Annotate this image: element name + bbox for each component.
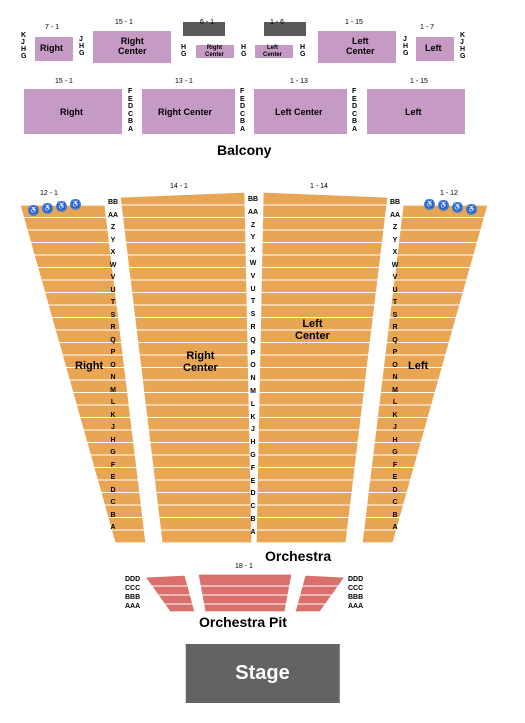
balcony-upper-left-label: Left [425, 44, 442, 54]
balcony-box-rows-r: HG [300, 44, 305, 58]
balcony-upper-right-range: 7 - 1 [45, 24, 59, 31]
balcony-lower-right-label: Right [60, 108, 83, 118]
orch-left-label: Left [408, 360, 428, 372]
balcony-box-lc-label: Left Center [263, 45, 282, 58]
balcony-box-rc-label: Right Center [205, 45, 224, 58]
accessible-icon [424, 199, 435, 210]
balcony-box-lc-range: 1 - 6 [270, 19, 284, 26]
balcony-lower-rows-1: FEDCBA [128, 88, 133, 133]
balcony-lower-lc-range: 1 - 13 [290, 78, 308, 85]
accessible-icon [452, 202, 463, 213]
accessible-icon [70, 199, 81, 210]
balcony-upper-lc-label: Left Center [346, 37, 375, 57]
pit-left[interactable] [295, 575, 345, 612]
balcony-lower-lc-label: Left Center [275, 108, 323, 118]
balcony-lower-left-label: Left [405, 108, 422, 118]
orchestra-row-letters: BBAAZYXWVUTSRQPONMLKJHGFEDCBA [248, 194, 258, 540]
seating-chart: KJHG 7 - 1 Right JHG 15 - 1 Right Center… [0, 0, 525, 723]
orch-rc-range: 14 - 1 [170, 183, 188, 190]
balcony-title: Balcony [217, 142, 271, 158]
balcony-upper-left-range: 1 - 7 [420, 24, 434, 31]
balcony-upper-left-rows: KJHG [460, 32, 465, 60]
accessible-icon [28, 205, 39, 216]
balcony-upper-rc-range: 15 - 1 [115, 19, 133, 26]
accessible-icon [438, 200, 449, 211]
orch-lc-label: Left Center [295, 318, 330, 342]
balcony-lower-rows-2: FEDCBA [240, 88, 245, 133]
pit-rows-left: DDDCCCBBBAAA [125, 575, 140, 611]
orch-left-range: 1 - 12 [440, 190, 458, 197]
accessible-icon [466, 204, 477, 215]
pit-rows-right: DDDCCCBBBAAA [348, 575, 363, 611]
pit-title: Orchestra Pit [199, 614, 287, 630]
pit-right[interactable] [145, 575, 195, 612]
balcony-lower-rc-range: 13 - 1 [175, 78, 193, 85]
orch-rc-label: Right Center [183, 350, 218, 374]
pit-center[interactable] [198, 574, 292, 612]
orch-lc-range: 1 - 14 [310, 183, 328, 190]
pit-range: 18 - 1 [235, 563, 253, 570]
orch-right-label: Right [75, 360, 103, 372]
balcony-lower-right-range: 15 - 1 [55, 78, 73, 85]
orch-right-range: 12 - 1 [40, 190, 58, 197]
balcony-box-rows-c: HG [241, 44, 246, 58]
balcony-lower-left-range: 1 - 15 [410, 78, 428, 85]
balcony-lower-rows-3: FEDCBA [352, 88, 357, 133]
accessible-icon [56, 201, 67, 212]
stage: Stage [185, 644, 339, 703]
balcony-upper-right-label: Right [40, 44, 63, 54]
balcony-upper-rc-label: Right Center [118, 37, 147, 57]
balcony-upper-left-rows-l: JHG [403, 36, 408, 57]
orchestra-title: Orchestra [265, 548, 331, 564]
balcony-upper-right-rows-r: JHG [79, 36, 84, 57]
orchestra-row-letters: BBAAZYXWVUTSRQPONMLKJHGFEDCBA [388, 197, 402, 535]
balcony-box-rc-range: 6 - 1 [200, 19, 214, 26]
balcony-upper-lc-range: 1 - 15 [345, 19, 363, 26]
pit-svg [140, 572, 350, 617]
balcony-upper-right-rows: KJHG [21, 32, 26, 60]
balcony-lower-rc-label: Right Center [158, 108, 212, 118]
balcony-box-rows-l: HG [181, 44, 186, 58]
orchestra-row-letters: BBAAZYXWVUTSRQPONMLKJHGFEDCBA [108, 197, 118, 535]
accessible-icon [42, 203, 53, 214]
